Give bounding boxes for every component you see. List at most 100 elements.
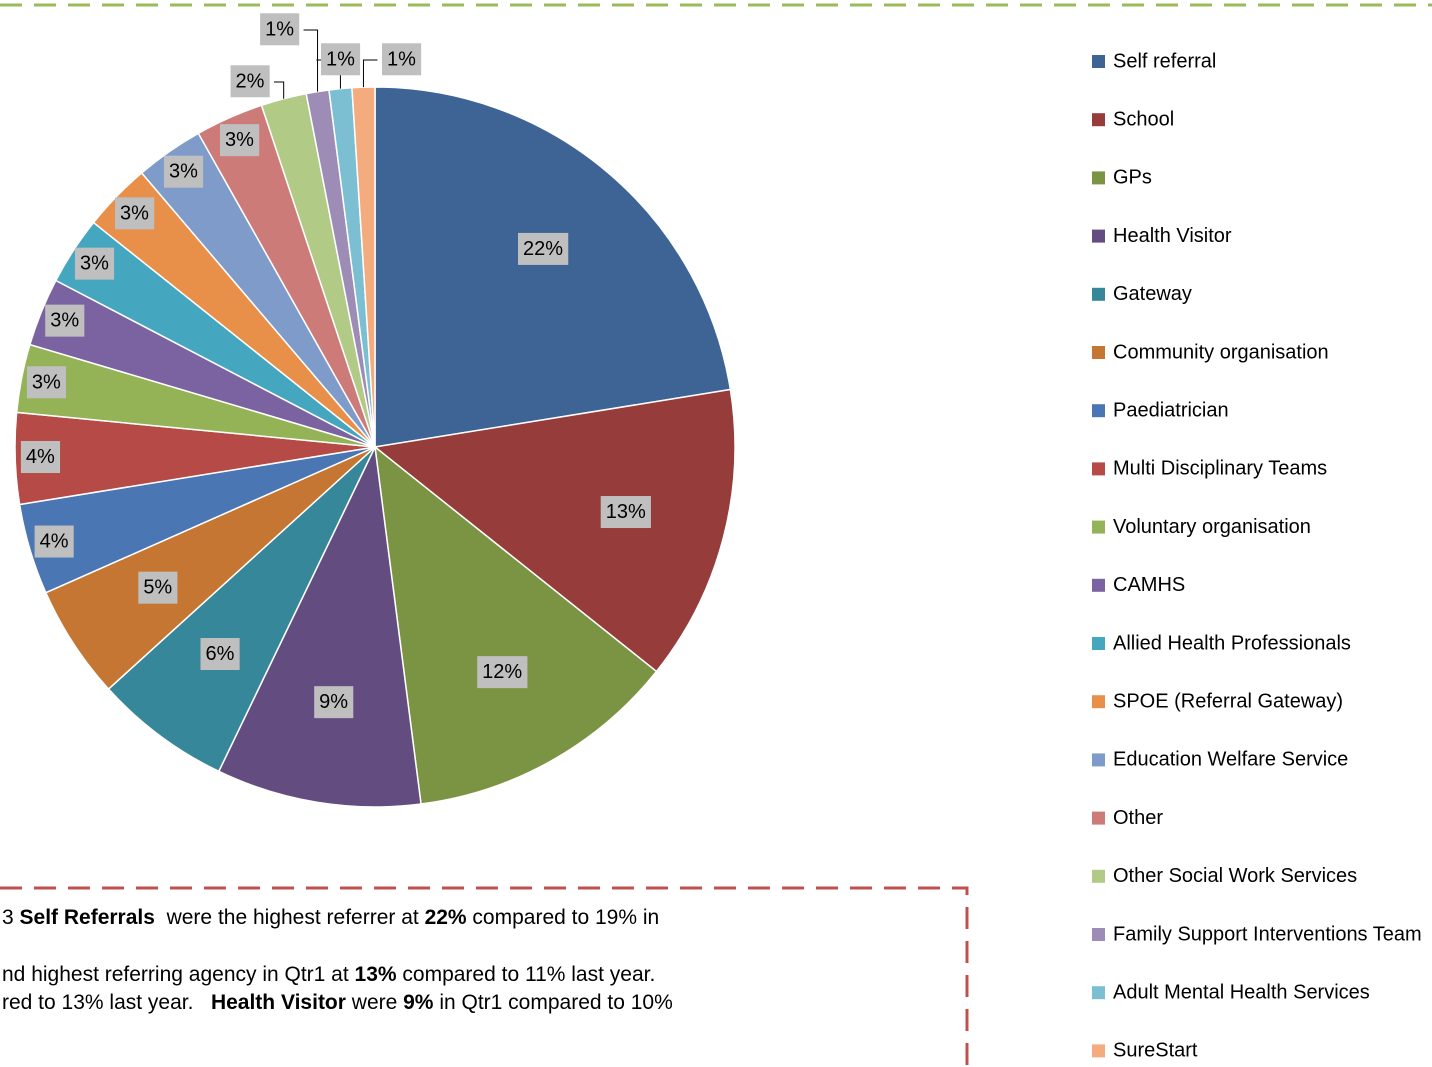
label-text: 5%: [143, 577, 172, 599]
legend-swatch: [1092, 811, 1105, 825]
label-text: 1%: [265, 18, 294, 40]
legend-swatch: [1092, 55, 1105, 68]
data-label: 4%: [20, 441, 61, 474]
note-line: nd highest referring agency in Qtr1 at 1…: [2, 963, 655, 987]
label-bg: [314, 686, 354, 719]
label-text: 22%: [523, 238, 563, 260]
label-bg: [600, 496, 651, 529]
label-bg: [20, 441, 61, 474]
legend-label: School: [1113, 108, 1174, 130]
label-text: 3%: [32, 371, 61, 393]
legend-swatch: [1092, 928, 1105, 941]
note-text: 9%: [403, 991, 434, 1014]
note-text: 13%: [354, 963, 397, 986]
label-bg: [45, 304, 85, 337]
label-text: 13%: [606, 501, 646, 523]
note-border: [0, 886, 969, 1067]
label-bg: [138, 571, 178, 604]
label-bg: [518, 232, 569, 265]
data-label: 13%: [600, 496, 651, 529]
pie-slice: [107, 446, 376, 773]
legend-label: Other Social Work Services: [1113, 865, 1357, 887]
label-bg: [164, 155, 204, 188]
note-text: red to 13% last year.: [2, 991, 211, 1014]
legend-label: Self referral: [1113, 50, 1216, 72]
legend-swatch: [1092, 520, 1105, 534]
legend-label: Multi Disciplinary Teams: [1113, 458, 1327, 480]
pie-slice: [374, 445, 658, 805]
data-label: 1%: [320, 43, 361, 76]
data-label: 9%: [314, 686, 354, 719]
note-text: compared to 11% last year.: [396, 963, 656, 986]
label-text: 4%: [26, 446, 55, 468]
legend-swatch: [1092, 346, 1105, 359]
label-text: 1%: [387, 48, 416, 70]
note: 3 Self Referrals were the highest referr…: [0, 888, 967, 1067]
legend-swatch: [1092, 869, 1105, 883]
legend-label: Gateway: [1113, 283, 1192, 305]
legend-swatch: [1092, 578, 1105, 592]
legend-swatch: [1092, 753, 1105, 767]
label-text: 3%: [225, 129, 254, 151]
legend-label: Voluntary organisation: [1113, 516, 1311, 538]
label-bg: [74, 247, 115, 280]
label-bg: [220, 124, 260, 157]
label-bg: [34, 525, 74, 558]
data-label: 6%: [200, 638, 240, 671]
note-text: 22%: [424, 906, 467, 929]
legend-swatch: [1092, 171, 1105, 185]
legend-label: Adult Mental Health Services: [1113, 981, 1370, 1003]
pie-slice: [373, 388, 736, 673]
label-text: 2%: [236, 70, 265, 92]
data-label: 5%: [138, 571, 178, 604]
legend-label: Other: [1113, 807, 1163, 829]
data-label: 2%: [230, 65, 270, 98]
label-bg: [26, 366, 67, 399]
note-line: 3 Self Referrals were the highest referr…: [2, 906, 659, 930]
legend-label: Paediatrician: [1113, 399, 1229, 421]
legend-swatch: [1092, 287, 1105, 301]
legend-label: Family Support Interventions Team: [1113, 923, 1422, 945]
legend-swatch: [1092, 229, 1105, 243]
note-line: red to 13% last year. Health Visitor wer…: [2, 991, 673, 1015]
leader-line: [303, 29, 319, 92]
data-label: 1%: [260, 13, 300, 46]
pie-slice: [374, 86, 732, 448]
note-text: 3: [2, 906, 20, 929]
label-text: 3%: [169, 161, 198, 183]
label-text: 3%: [120, 202, 149, 224]
legend-swatch: [1092, 404, 1105, 418]
note-text: in Qtr1 compared to 10%: [433, 991, 673, 1014]
label-bg: [200, 638, 240, 671]
legend-label: CAMHS: [1113, 574, 1185, 596]
label-text: 6%: [206, 643, 235, 665]
data-label: 22%: [518, 232, 569, 265]
label-text: 9%: [319, 691, 348, 713]
label-bg: [320, 43, 361, 76]
data-label: 1%: [382, 43, 422, 76]
label-text: 1%: [326, 48, 355, 70]
legend-swatch: [1092, 637, 1105, 650]
label-bg: [115, 197, 155, 230]
note-text: were the highest referrer at: [154, 906, 425, 929]
leader-line: [274, 81, 285, 99]
legend-label: Community organisation: [1113, 341, 1329, 363]
legend-label: Allied Health Professionals: [1113, 632, 1351, 654]
legend-swatch: [1092, 462, 1105, 476]
label-bg: [260, 13, 300, 46]
data-label: 3%: [45, 304, 85, 337]
note-text: were: [345, 991, 404, 1014]
note-text: compared to 19% in: [466, 906, 660, 929]
legend-swatch: [1092, 695, 1105, 709]
data-label: 3%: [26, 366, 67, 399]
label-text: 3%: [80, 253, 109, 275]
label-text: 3%: [50, 310, 79, 332]
label-text: 4%: [40, 531, 69, 553]
legend-swatch: [1092, 113, 1105, 127]
data-label: 3%: [115, 197, 155, 230]
label-text: 12%: [482, 661, 522, 683]
legend-label: Education Welfare Service: [1113, 749, 1348, 771]
label-bg: [382, 43, 422, 76]
data-label: 3%: [164, 155, 204, 188]
